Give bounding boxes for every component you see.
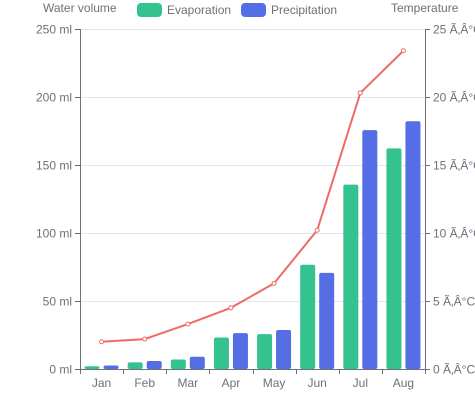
precipitation-swatch (241, 3, 267, 17)
bar-precipitation[interactable] (232, 333, 248, 369)
bar-precipitation[interactable] (146, 360, 162, 369)
bar-evaporation[interactable] (343, 184, 359, 369)
line-point[interactable] (271, 280, 277, 286)
line-point[interactable] (185, 321, 191, 327)
bar-evaporation[interactable] (84, 366, 100, 369)
x-axis-tick-label: Apr (222, 376, 241, 390)
right-axis-name: Temperature (391, 1, 459, 15)
right-axis-tick-label: 5 Ã‚Â°C (433, 294, 475, 309)
bar-precipitation[interactable] (319, 272, 335, 369)
bar-evaporation[interactable] (386, 148, 402, 369)
left-axis-name: Water volume (43, 1, 117, 15)
x-axis-tick-label: Jul (353, 376, 368, 390)
line-point[interactable] (400, 48, 406, 54)
bar-evaporation[interactable] (170, 359, 186, 369)
left-axis-tick-label: 50 ml (43, 295, 72, 309)
bar-precipitation[interactable] (362, 130, 378, 369)
x-axis-tick-label: Feb (134, 376, 155, 390)
left-axis-tick-label: 100 ml (36, 227, 72, 241)
right-axis-tick-label: 15 Ã‚Â°C (433, 158, 475, 173)
x-axis-tick-label: May (263, 376, 286, 390)
x-axis-tick-label: Jan (92, 376, 111, 390)
evaporation-swatch (137, 3, 162, 17)
x-axis-tick-label: Mar (177, 376, 198, 390)
legend-label-evaporation: Evaporation (167, 3, 232, 17)
bar-evaporation[interactable] (213, 337, 229, 369)
x-axis-tick-label: Aug (393, 376, 414, 390)
line-series (101, 50, 405, 343)
left-axis-tick-label: 200 ml (36, 91, 72, 105)
legend: Evaporation Precipitation (137, 3, 347, 17)
bar-precipitation[interactable] (103, 365, 119, 369)
line-point[interactable] (228, 305, 234, 311)
bar-evaporation[interactable] (300, 264, 316, 369)
bar-precipitation[interactable] (189, 356, 205, 369)
right-axis-tick-label: 25 Ã‚Â°C (433, 22, 475, 37)
right-axis-tick-label: 10 Ã‚Â°C (433, 226, 475, 241)
left-axis-tick-label: 250 ml (36, 23, 72, 37)
bar-precipitation[interactable] (276, 329, 292, 369)
legend-label-precipitation: Precipitation (271, 3, 338, 17)
x-axis-tick-label: Jun (308, 376, 327, 390)
right-axis-tick-label: 0 Ã‚Â°C (433, 362, 475, 377)
line-point[interactable] (99, 339, 105, 345)
legend-item-evaporation[interactable]: Evaporation (137, 3, 231, 17)
bar-evaporation[interactable] (127, 362, 143, 369)
left-axis-tick-label: 150 ml (36, 159, 72, 173)
bar-evaporation[interactable] (257, 334, 273, 369)
bar-precipitation[interactable] (405, 121, 421, 369)
legend-item-precipitation[interactable]: Precipitation (241, 3, 337, 17)
left-axis-tick-label: 0 ml (49, 363, 72, 377)
line-point[interactable] (314, 227, 320, 233)
line-point[interactable] (357, 90, 363, 96)
right-axis-tick-label: 20 Ã‚Â°C (433, 90, 475, 105)
line-point[interactable] (142, 336, 148, 342)
